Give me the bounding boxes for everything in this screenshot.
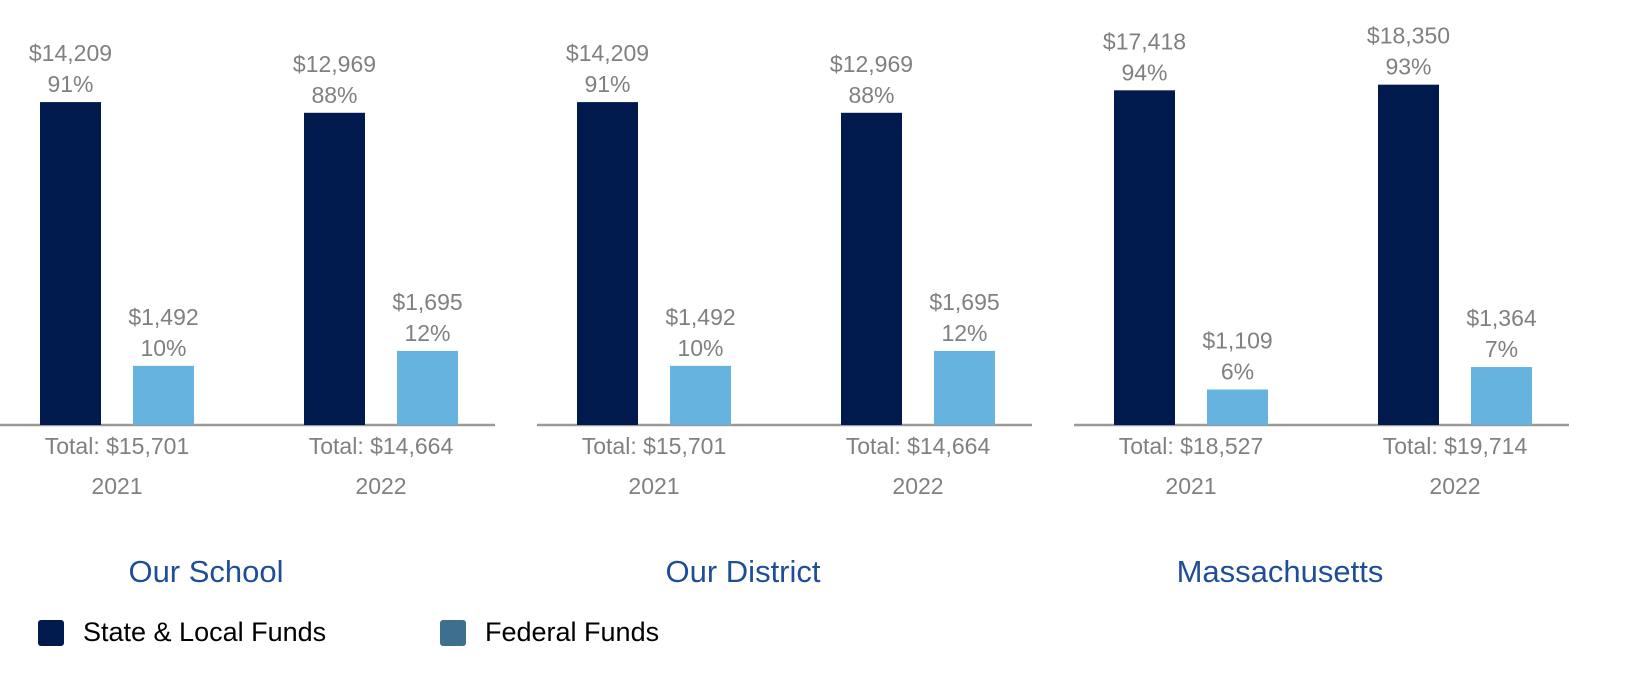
panel-title: Our School — [128, 554, 283, 589]
bar — [577, 102, 638, 425]
value-label: $1,492 — [128, 304, 198, 330]
value-label: $1,492 — [665, 304, 735, 330]
value-label: $1,695 — [929, 289, 999, 315]
percent-label: 91% — [47, 71, 93, 97]
percent-label: 6% — [1221, 359, 1254, 385]
percent-label: 88% — [311, 82, 357, 108]
value-label: $1,109 — [1202, 328, 1272, 354]
bar — [670, 365, 731, 425]
bar — [1471, 367, 1532, 425]
value-label: $14,209 — [29, 40, 112, 66]
legend-label: State & Local Funds — [83, 617, 326, 647]
percent-label: 7% — [1485, 336, 1518, 362]
percent-label: 91% — [584, 71, 630, 97]
value-label: $1,695 — [392, 289, 462, 315]
bar — [1207, 389, 1268, 425]
x-tick-label: 2021 — [1165, 473, 1216, 499]
value-label: $12,969 — [830, 51, 913, 77]
panel-title: Our District — [666, 554, 821, 589]
bar — [934, 350, 995, 425]
total-label: Total: $18,527 — [1119, 433, 1264, 459]
legend-swatch — [440, 620, 466, 646]
bar — [1378, 84, 1439, 425]
percent-label: 93% — [1385, 54, 1431, 80]
bar — [397, 350, 458, 425]
total-label: Total: $19,714 — [1383, 433, 1528, 459]
bar — [841, 112, 902, 425]
total-label: Total: $14,664 — [846, 433, 991, 459]
bar — [40, 102, 101, 425]
percent-label: 12% — [941, 320, 987, 346]
legend-label: Federal Funds — [485, 617, 659, 647]
percent-label: 88% — [848, 82, 894, 108]
value-label: $1,364 — [1466, 305, 1537, 331]
x-tick-label: 2022 — [355, 473, 406, 499]
legend-swatch — [38, 620, 64, 646]
percent-label: 10% — [677, 335, 723, 361]
percent-label: 10% — [140, 335, 186, 361]
x-tick-label: 2022 — [1429, 473, 1480, 499]
percent-label: 94% — [1121, 59, 1167, 85]
total-label: Total: $14,664 — [309, 433, 454, 459]
value-label: $12,969 — [293, 51, 376, 77]
value-label: $14,209 — [566, 40, 649, 66]
x-tick-label: 2021 — [91, 473, 142, 499]
value-label: $18,350 — [1367, 23, 1450, 49]
bar — [1114, 90, 1175, 425]
total-label: Total: $15,701 — [582, 433, 727, 459]
total-label: Total: $15,701 — [45, 433, 190, 459]
panel-title: Massachusetts — [1177, 554, 1384, 589]
percent-label: 12% — [404, 320, 450, 346]
x-tick-label: 2022 — [892, 473, 943, 499]
value-label: $17,418 — [1103, 28, 1186, 54]
bar — [133, 365, 194, 425]
bar — [304, 112, 365, 425]
x-tick-label: 2021 — [628, 473, 679, 499]
